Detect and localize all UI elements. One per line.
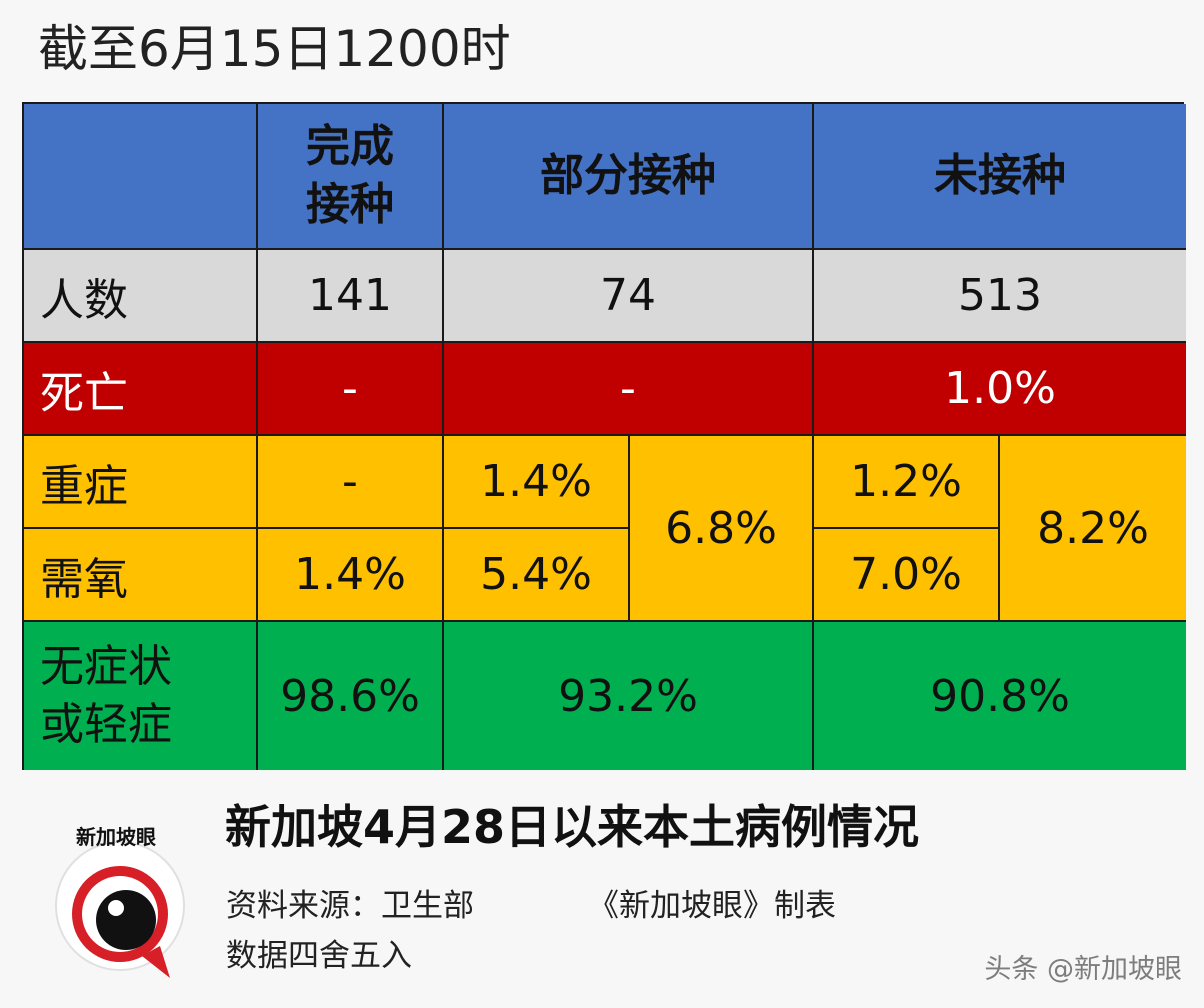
mild-partially-vaccinated: 93.2% bbox=[444, 622, 814, 770]
header-partially-vaccinated: 部分接种 bbox=[444, 104, 814, 250]
mild-fully-vaccinated: 98.6% bbox=[258, 622, 444, 770]
row-label-death: 死亡 bbox=[24, 343, 258, 436]
people-partially-vaccinated: 74 bbox=[444, 250, 814, 343]
severe-oxygen-unvaccinated-combined: 8.2% bbox=[1000, 436, 1186, 622]
severe-partially-vaccinated: 1.4% bbox=[444, 436, 630, 529]
oxygen-partially-vaccinated: 5.4% bbox=[444, 529, 630, 622]
eye-logo-icon: 新加坡眼 bbox=[34, 810, 210, 986]
row-label-oxygen: 需氧 bbox=[24, 529, 258, 622]
people-fully-vaccinated: 141 bbox=[258, 250, 444, 343]
severe-oxygen-partially-combined: 6.8% bbox=[630, 436, 814, 622]
severe-fully-vaccinated: - bbox=[258, 436, 444, 529]
rounding-note: 数据四舍五入 bbox=[226, 938, 412, 974]
row-label-mild: 无症状 或轻症 bbox=[24, 622, 258, 770]
made-by-label: 《新加坡眼》制表 bbox=[588, 888, 836, 924]
header-corner-cell bbox=[24, 104, 258, 250]
mild-unvaccinated: 90.8% bbox=[814, 622, 1186, 770]
footer-title: 新加坡4月28日以来本土病例情况 bbox=[225, 800, 920, 854]
severe-unvaccinated: 1.2% bbox=[814, 436, 1000, 529]
page-title: 截至6月15日1200时 bbox=[38, 20, 511, 78]
row-label-severe: 重症 bbox=[24, 436, 258, 529]
death-unvaccinated: 1.0% bbox=[814, 343, 1186, 436]
oxygen-unvaccinated: 7.0% bbox=[814, 529, 1000, 622]
death-fully-vaccinated: - bbox=[258, 343, 444, 436]
header-unvaccinated: 未接种 bbox=[814, 104, 1186, 250]
oxygen-fully-vaccinated: 1.4% bbox=[258, 529, 444, 622]
vaccination-outcome-table: 完成 接种 部分接种 未接种 人数 141 74 513 死亡 - - 1.0%… bbox=[22, 102, 1186, 770]
source-label: 资料来源：卫生部 bbox=[226, 888, 474, 924]
watermark: 头条 @新加坡眼 bbox=[984, 954, 1182, 985]
row-label-people: 人数 bbox=[24, 250, 258, 343]
death-partially-vaccinated: - bbox=[444, 343, 814, 436]
header-fully-vaccinated: 完成 接种 bbox=[258, 104, 444, 250]
logo-text: 新加坡眼 bbox=[76, 825, 156, 849]
logo-graphic: 新加坡眼 bbox=[55, 825, 185, 978]
people-unvaccinated: 513 bbox=[814, 250, 1186, 343]
